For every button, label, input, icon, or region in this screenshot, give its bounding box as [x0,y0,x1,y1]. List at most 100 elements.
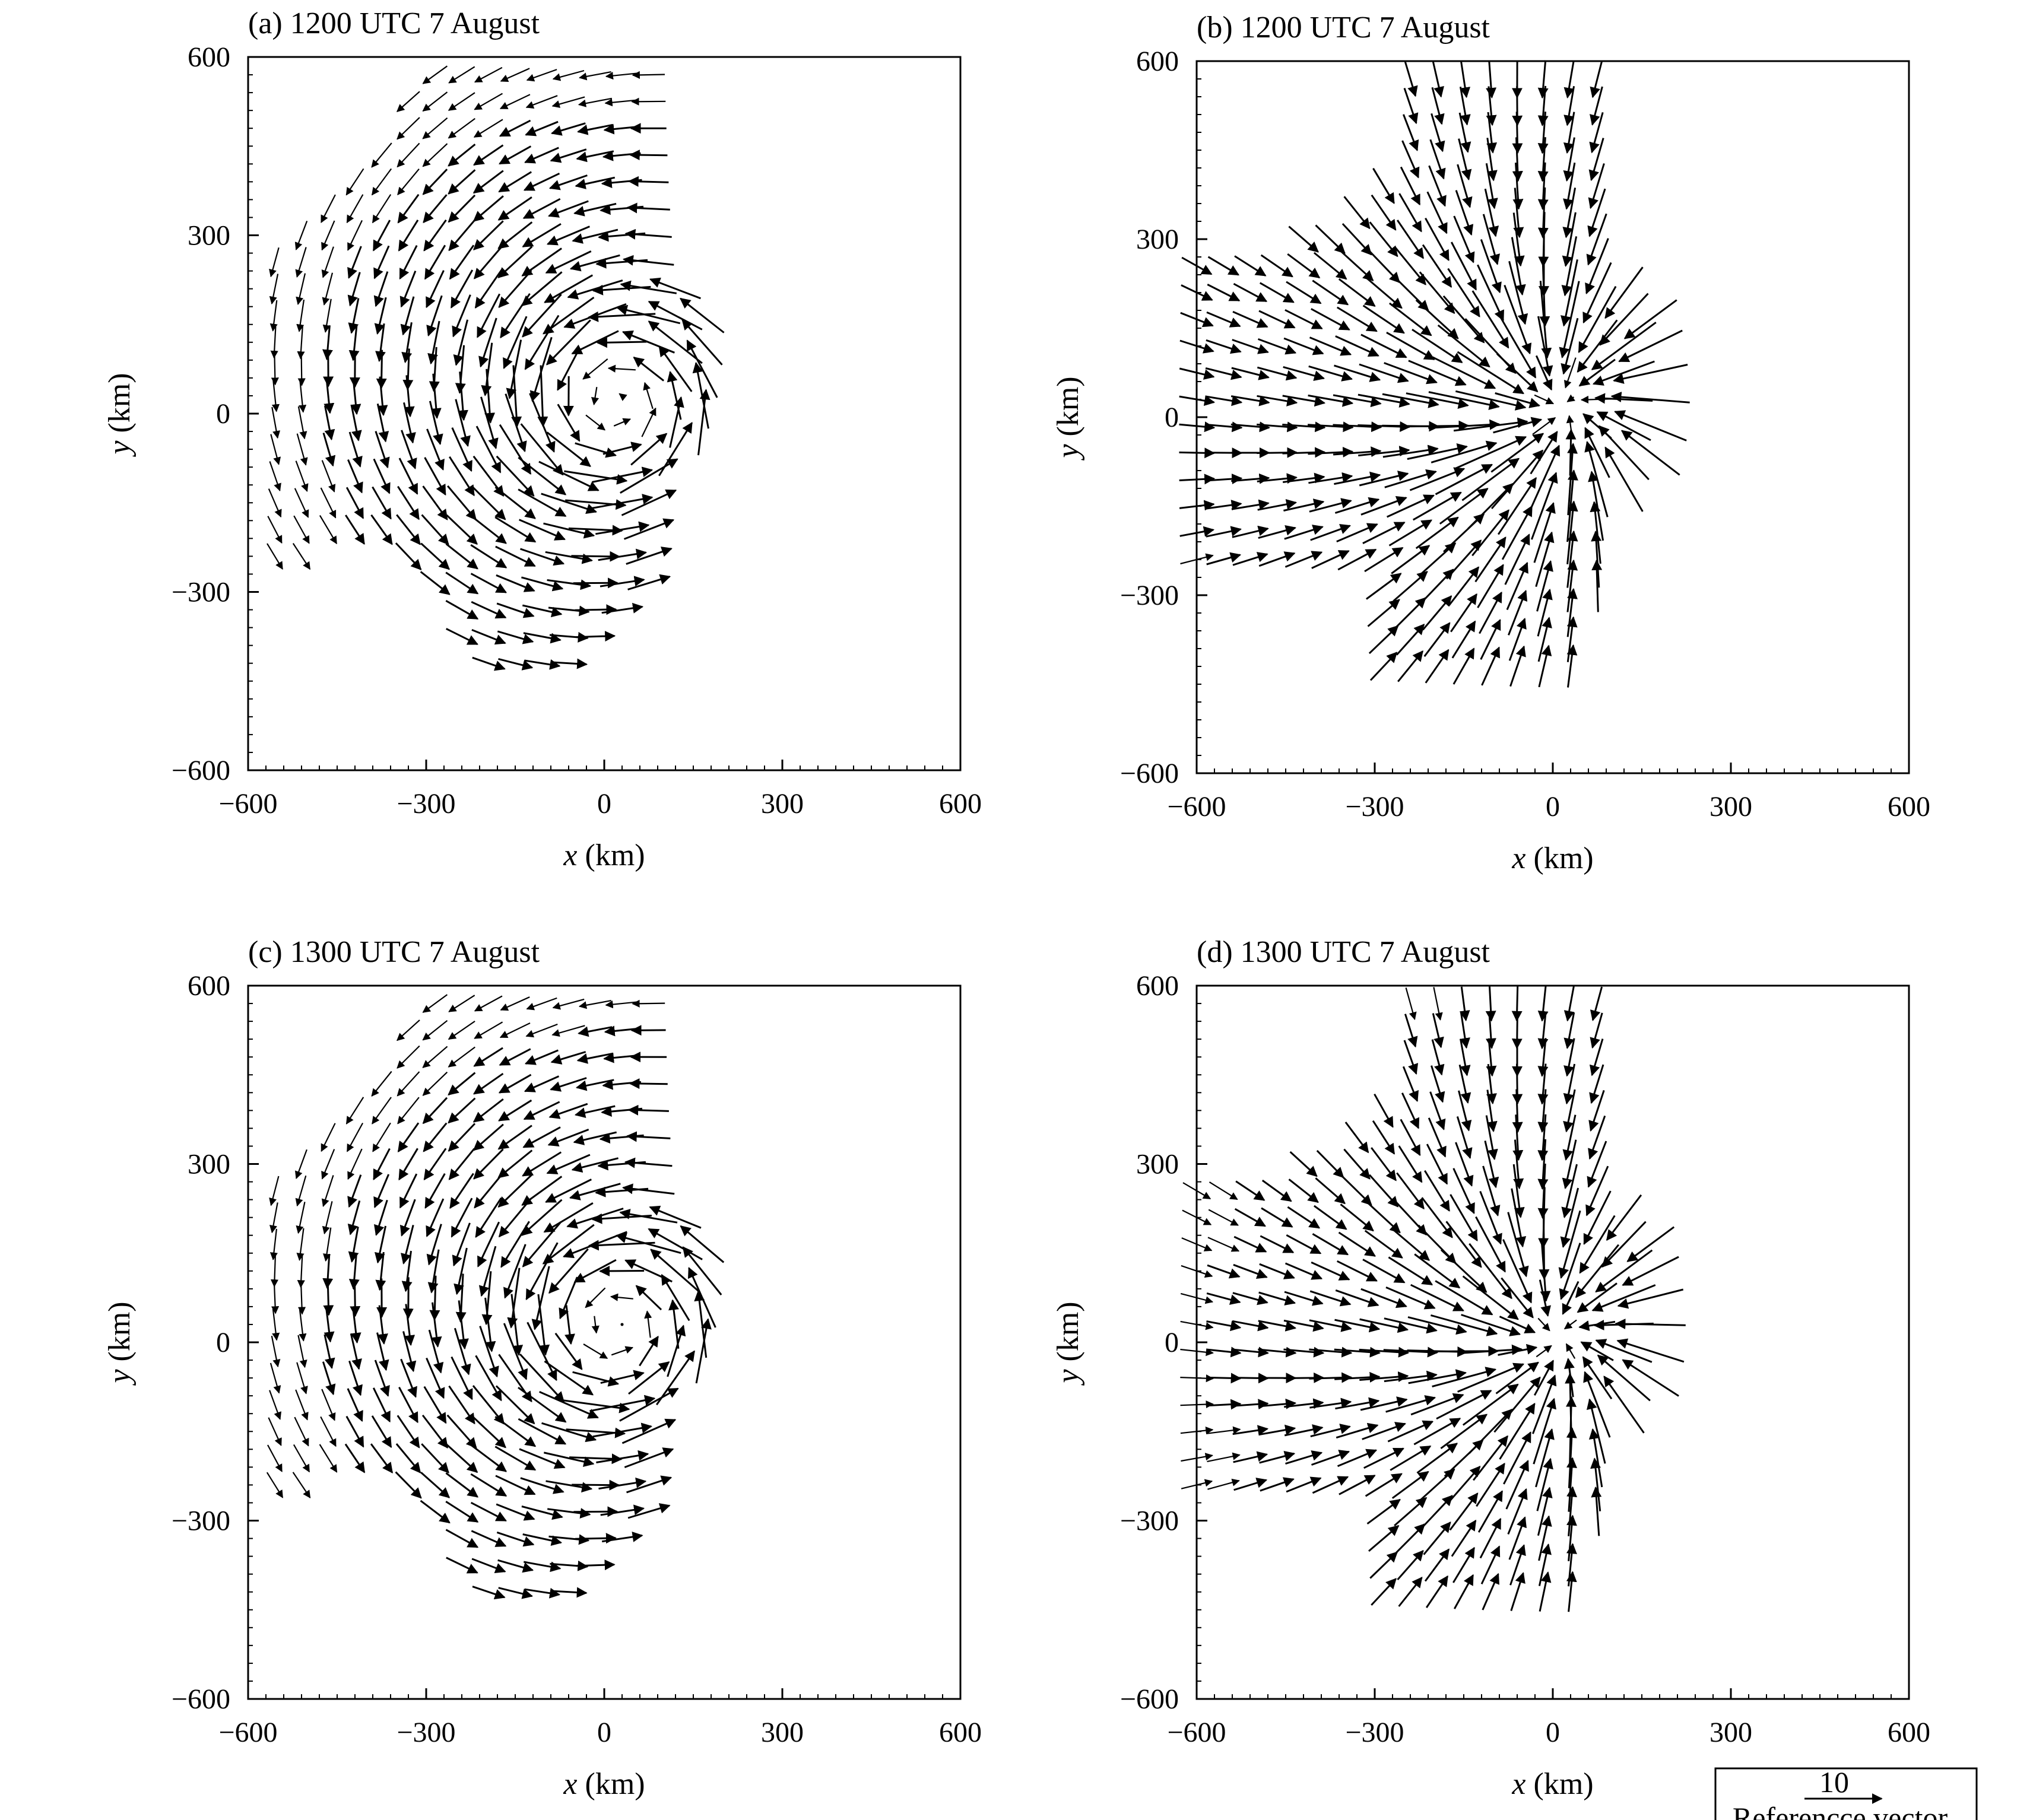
wind-vector [1422,595,1452,631]
wind-vector [474,1021,503,1039]
wind-vector [1449,1492,1479,1531]
wind-vector [1257,395,1298,406]
wind-vector [1362,522,1406,544]
wind-vector [1537,986,1549,1022]
wind-vector [1537,162,1549,210]
y-tick-label: 600 [1136,970,1179,1002]
wind-vector [523,632,562,644]
wind-vector [1180,1320,1214,1330]
wind-vector [1289,1151,1318,1177]
wind-vector [1404,61,1418,97]
wind-vector [1567,443,1578,516]
x-tick-label: 300 [1710,1717,1752,1748]
wind-vector [322,272,334,306]
wind-vector [1506,561,1528,611]
wind-vector [1205,421,1243,433]
wind-vector [446,628,478,646]
wind-vector [474,93,503,110]
wind-vector [1284,1262,1323,1280]
wind-vector [626,202,670,214]
wind-vector [1536,1345,1552,1358]
wind-vector [452,1222,471,1267]
wind-vector [1359,1371,1409,1383]
wind-vector [559,1276,578,1320]
wind-vector [1179,339,1214,354]
wind-vector [1588,1090,1605,1132]
wind-vector [481,342,493,396]
wind-vector [1257,499,1298,511]
wind-vector [1180,1292,1214,1304]
wind-vector [1207,1237,1240,1252]
wind-vector [575,1533,617,1544]
wind-vector [422,117,448,139]
wind-vector [1283,366,1325,381]
wind-vector [1501,505,1533,560]
wind-vector [446,1443,478,1473]
wind-vector [269,247,280,278]
wind-vector [541,493,598,514]
wind-vector [1286,1234,1322,1254]
wind-vector [1451,1519,1477,1557]
wind-vector [1359,471,1409,487]
wind-vector [1284,1291,1324,1306]
wind-vector [1622,1256,1679,1286]
wind-vector [1384,1370,1438,1383]
wind-vector [471,629,506,645]
wind-vector [522,1533,563,1546]
wind-vector [348,298,360,334]
wind-vector [1406,392,1469,409]
wind-vector [399,1199,416,1237]
wind-vector [611,1346,634,1356]
wind-vector [1315,1177,1346,1205]
wind-vector [545,319,591,366]
wind-vector [400,296,415,336]
wind-vector [1371,1578,1397,1606]
wind-vector [446,1414,477,1449]
wind-vector [1369,221,1398,258]
wind-vector [692,361,709,429]
panel-c-plot-frame [247,984,962,1700]
wind-vector [1422,244,1452,288]
wind-vector [1477,264,1504,322]
wind-vector [398,458,418,495]
wind-vector [1334,364,1381,382]
wind-vector [399,245,418,280]
wind-vector [1453,417,1528,432]
wind-vector [321,1123,336,1152]
wind-vector [376,350,387,389]
wind-vector [695,1318,712,1384]
wind-vector [371,1415,392,1449]
wind-vector [1428,419,1501,430]
wind-vector [422,1071,448,1096]
wind-vector [1232,1425,1269,1436]
wind-vector [1534,394,1555,405]
wind-vector [1341,1176,1372,1206]
wind-vector [1311,1450,1350,1466]
wind-vector [1180,312,1214,328]
wind-vector [420,1500,451,1524]
wind-vector [322,1227,332,1262]
y-tick-label: −300 [172,1505,230,1537]
wind-vector [545,1179,592,1203]
wind-vector [1566,1514,1577,1561]
wind-vector [472,455,505,497]
panel-a-wind-vectors [267,65,725,671]
wind-vector [1180,1400,1214,1409]
wind-vector [1584,427,1610,478]
wind-vector [610,1293,633,1301]
wind-vector [1462,1275,1519,1320]
wind-vector [1358,446,1410,457]
wind-vector [1206,526,1242,538]
wind-vector [1539,1571,1552,1612]
wind-vector [448,1097,476,1124]
wind-vector [1513,1139,1524,1190]
wind-vector [448,995,475,1012]
x-tick-label: −600 [218,788,277,820]
wind-vector [1428,391,1500,410]
wind-vector [431,1302,442,1348]
wind-vector [498,1073,532,1094]
wind-vector [1393,571,1428,602]
wind-vector [1599,293,1649,346]
wind-vector [474,995,503,1012]
